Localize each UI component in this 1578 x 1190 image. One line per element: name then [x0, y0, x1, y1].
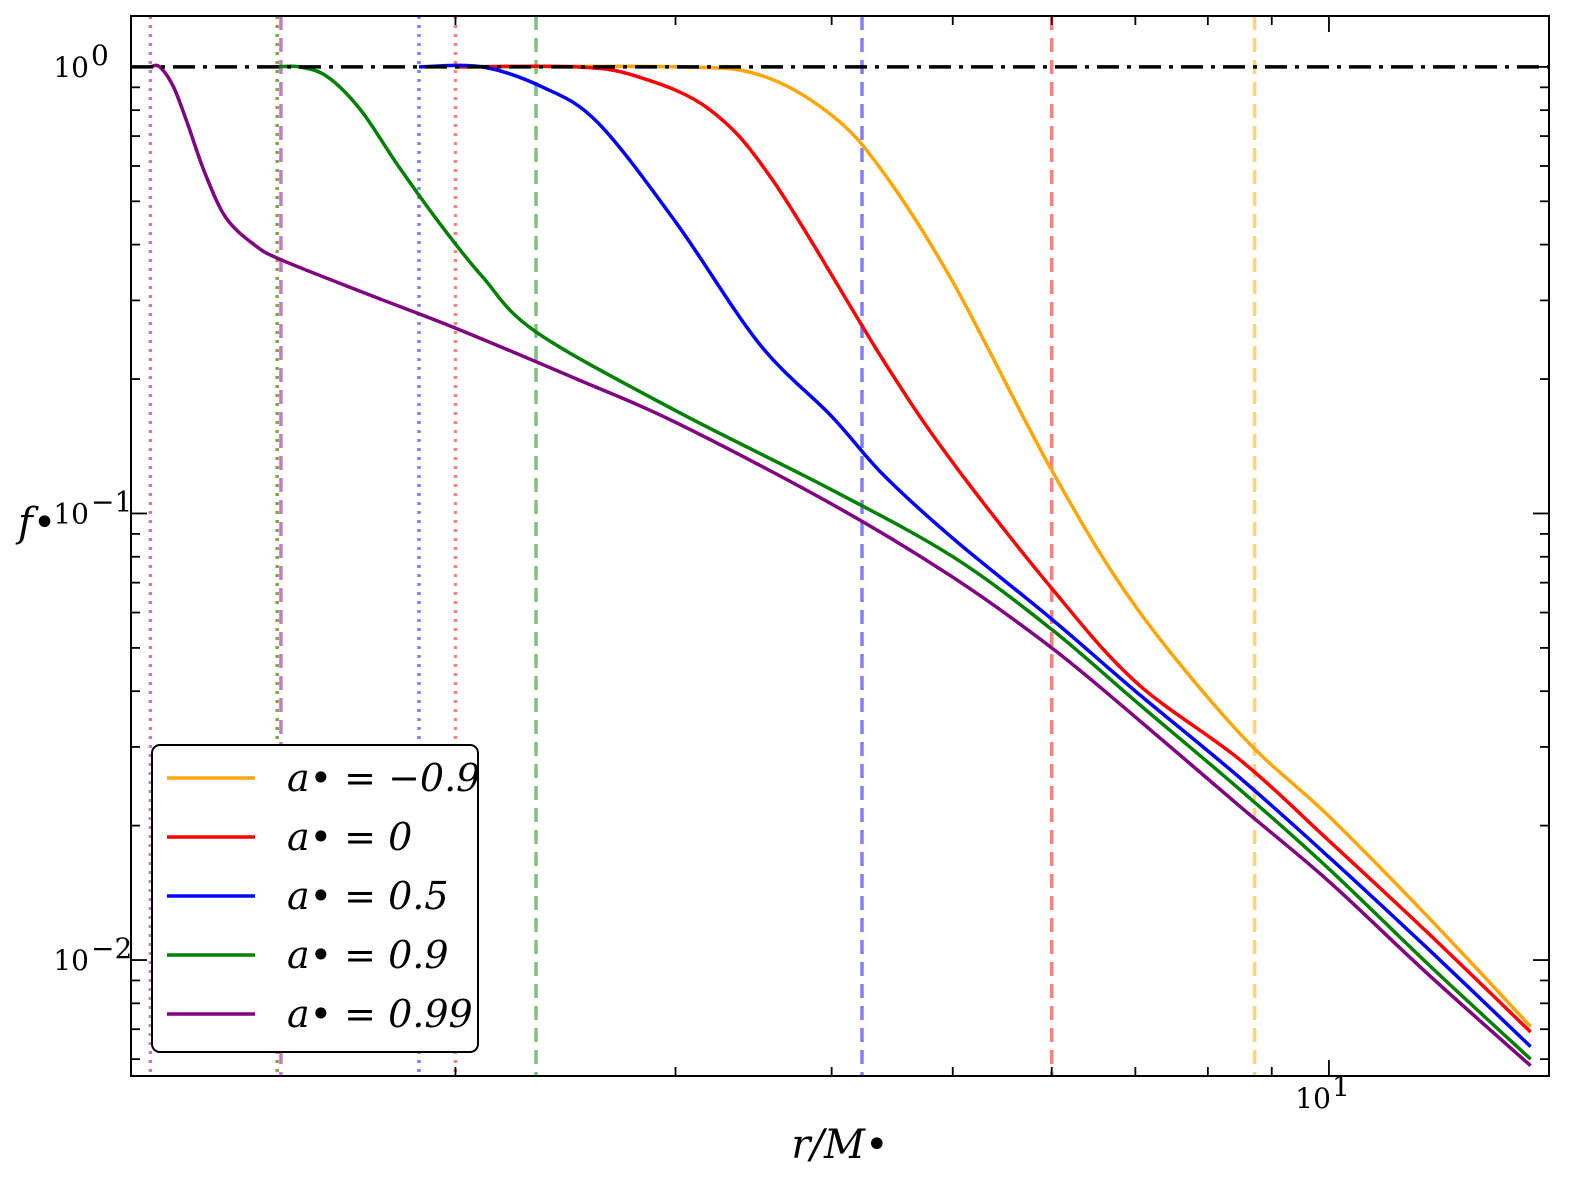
y-tick-label-exponent-0: 0 — [91, 39, 109, 72]
y-axis-label: f• — [15, 500, 56, 546]
y-tick-label-exponent-1: −1 — [91, 485, 132, 518]
y-tick-label-exponent-2: −2 — [91, 932, 132, 965]
axis-ticks — [131, 16, 1549, 1076]
x-tick-label-exponent-0: 1 — [1332, 1070, 1350, 1103]
plot-frame — [130, 15, 1550, 1077]
legend-label-2: a• = 0.5 — [287, 874, 449, 918]
y-tick-label-0: 10 — [53, 51, 89, 84]
legend-box — [151, 744, 479, 1053]
x-axis-label: r/M• — [791, 1122, 888, 1168]
y-tick-label-1: 10 — [53, 497, 89, 530]
x-tick-label-0: 10 — [1295, 1082, 1331, 1115]
series-line-0 — [455, 64, 1532, 1028]
legend-label-0: a• = −0.9 — [287, 756, 480, 800]
series-line-2 — [418, 63, 1532, 1048]
legend-label-3: a• = 0.9 — [287, 933, 449, 977]
series-line-4 — [150, 63, 1532, 1068]
series-layer — [150, 63, 1532, 1068]
axis-tick-labels: 10 010 −110 −210 1 — [53, 39, 1349, 1115]
series-line-1 — [455, 64, 1532, 1034]
legend: a• = −0.9 a• = 0 a• = 0.5 a• = 0.9 a• = 0.99 — [151, 744, 480, 1053]
legend-label-1: a• = 0 — [287, 815, 412, 859]
legend-label-4: a• = 0.99 — [287, 992, 473, 1036]
series-line-3 — [277, 64, 1532, 1061]
y-tick-label-2: 10 — [53, 944, 89, 977]
